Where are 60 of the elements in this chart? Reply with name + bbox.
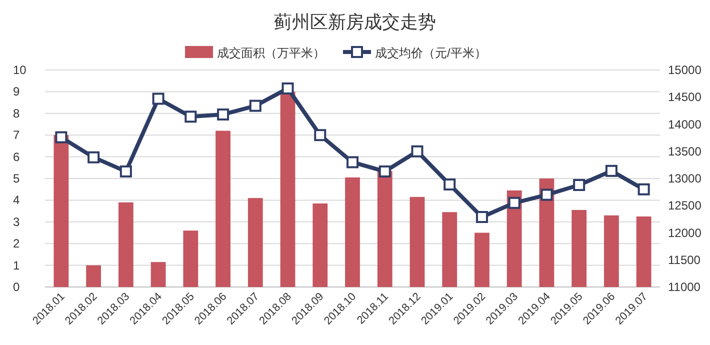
bar: [183, 230, 198, 287]
point: [378, 165, 391, 178]
y2-tick-label: 12500: [668, 198, 702, 213]
point: [314, 129, 326, 142]
y2-tick-label: 14500: [668, 90, 702, 104]
bar: [150, 262, 166, 287]
point: [476, 211, 488, 224]
point: [540, 188, 553, 201]
bar: [86, 265, 101, 287]
point: [346, 156, 358, 168]
bar: [216, 130, 230, 287]
y-tick-label: 3: [13, 214, 20, 229]
y-tick-label: 8: [13, 106, 20, 120]
y2-tick-label: 14000: [668, 117, 702, 132]
bar: [377, 170, 392, 287]
y-tick-label: 6: [13, 150, 20, 164]
bar: [604, 215, 619, 287]
y-tick-label: 7: [13, 128, 20, 142]
bar: [539, 178, 554, 287]
point: [605, 164, 618, 177]
y2-tick-label: 15000: [668, 63, 702, 77]
y-tick-label: 9: [13, 84, 20, 99]
y-tick-label: 5: [13, 172, 20, 186]
chart-title: 蓟州区新房成交走势: [274, 12, 436, 32]
bar: [442, 212, 458, 287]
y-tick-label: 4: [13, 193, 20, 208]
y2-tick-label: 13500: [668, 144, 702, 158]
point: [282, 82, 294, 94]
point: [152, 92, 164, 105]
point: [249, 100, 262, 112]
legend-label: 成交面积（万平米）: [217, 46, 325, 60]
bar: [312, 203, 328, 287]
point: [217, 108, 230, 120]
bar: [474, 232, 490, 287]
point: [444, 178, 456, 190]
y2-tick-label: 13000: [668, 172, 702, 186]
bar: [410, 196, 425, 287]
y-tick-label: 0: [13, 280, 20, 294]
bar: [280, 92, 296, 287]
point: [411, 145, 424, 158]
legend-label: 成交均价（元/平米）: [375, 46, 486, 60]
point: [638, 183, 650, 196]
bar: [345, 177, 360, 287]
point: [120, 165, 132, 178]
point: [55, 131, 68, 144]
y2-tick-label: 11500: [668, 252, 701, 267]
point: [184, 110, 197, 123]
y2-tick-label: 11000: [668, 280, 701, 294]
point: [573, 179, 586, 192]
bar: [572, 210, 587, 287]
bar: [118, 202, 134, 287]
point: [88, 151, 100, 164]
bar: [636, 216, 652, 287]
y-tick-label: 10: [13, 63, 27, 77]
y-tick-label: 1: [13, 258, 20, 272]
y-tick-label: 2: [13, 236, 20, 251]
bar: [248, 198, 263, 287]
y2-tick-label: 12000: [668, 226, 702, 240]
point: [508, 196, 520, 209]
bar: [54, 135, 69, 287]
